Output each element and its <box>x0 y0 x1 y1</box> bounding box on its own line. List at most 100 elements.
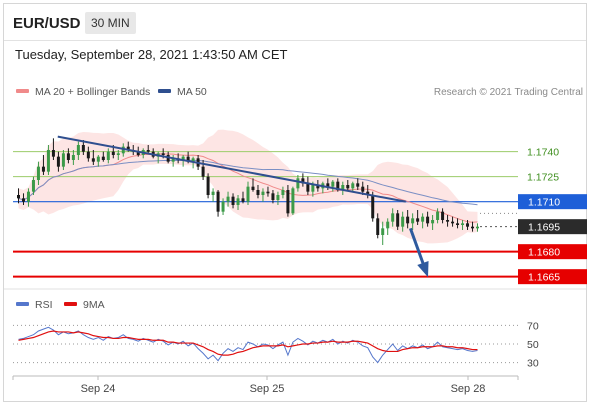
candle <box>256 185 260 199</box>
level-label: 1.1695 <box>528 222 560 234</box>
candle <box>296 175 300 192</box>
candle-body <box>456 223 460 225</box>
candle-body <box>446 220 450 222</box>
candle <box>121 143 125 157</box>
candle-body <box>76 145 80 155</box>
candle-body <box>436 211 440 220</box>
candle-body <box>26 191 30 202</box>
candle <box>241 191 245 204</box>
candle-body <box>246 186 250 202</box>
legend-swatch-9ma <box>64 302 77 306</box>
candle-body <box>401 216 405 227</box>
candle-body <box>336 181 340 190</box>
forecast-arrow-head <box>417 260 429 278</box>
candle-body <box>376 218 380 235</box>
candle <box>96 155 100 167</box>
candle-body <box>266 191 270 194</box>
candle-body <box>116 153 120 155</box>
candle-body <box>126 146 130 150</box>
candle-body <box>471 226 475 229</box>
candle-body <box>331 181 335 187</box>
candle-body <box>111 151 115 155</box>
candle-body <box>341 185 345 190</box>
candle-body <box>476 226 480 229</box>
level-label: 1.1680 <box>528 247 560 259</box>
legend-label-ma20: MA 20 + Bollinger Bands <box>35 86 150 98</box>
candle-body <box>276 195 280 200</box>
candle <box>401 211 405 232</box>
candle-body <box>81 145 85 152</box>
candle-body <box>171 158 175 162</box>
candle <box>206 173 210 199</box>
candle-body <box>406 216 410 224</box>
candle <box>76 141 80 160</box>
timestamp: Tuesday, September 28, 2021 1:43:50 AM C… <box>15 47 288 62</box>
x-axis: Sep 24 Sep 25 Sep 28 <box>12 376 519 395</box>
candle-body <box>61 153 65 167</box>
candle-body <box>391 213 395 222</box>
x-tick-label: Sep 28 <box>451 383 486 395</box>
candle-body <box>416 218 420 222</box>
x-tick-label: Sep 24 <box>81 383 116 395</box>
candle-body <box>121 146 125 154</box>
candle <box>81 140 85 155</box>
level-label: 1.1725 <box>527 172 559 184</box>
support-price-tag <box>518 269 587 285</box>
candle <box>271 190 275 204</box>
interval-badge[interactable]: 30 MIN <box>85 12 136 34</box>
candle-body <box>161 153 165 155</box>
candle <box>346 180 350 190</box>
candle <box>411 213 415 230</box>
candle-body <box>386 221 390 229</box>
candle <box>116 150 120 160</box>
candle-body <box>301 178 305 184</box>
candle-body <box>256 190 260 195</box>
candle <box>446 215 450 227</box>
candle-body <box>101 156 105 160</box>
candle <box>471 221 475 232</box>
level-label: 1.1665 <box>528 272 560 284</box>
candle-body <box>46 150 50 172</box>
candle-body <box>236 198 240 205</box>
legend-swatch-ma20 <box>16 89 29 93</box>
candle-body <box>191 158 195 162</box>
candle <box>341 181 345 195</box>
candle-body <box>66 153 70 160</box>
candle-body <box>56 156 60 167</box>
candle <box>266 186 270 197</box>
candle <box>51 138 55 160</box>
candle <box>231 193 235 209</box>
candle <box>106 148 110 164</box>
candle <box>466 220 470 230</box>
candle <box>236 195 240 210</box>
candle <box>21 193 25 205</box>
candle <box>381 221 385 245</box>
candle-body <box>286 190 290 214</box>
candle <box>211 188 215 202</box>
candle-body <box>351 183 355 189</box>
candle <box>301 173 305 187</box>
candle-body <box>271 193 275 200</box>
legend-label-9ma: 9MA <box>83 299 105 311</box>
candle <box>16 188 20 204</box>
candle-body <box>166 155 170 162</box>
candle <box>426 211 430 227</box>
price-levels <box>13 151 518 278</box>
candle-body <box>431 220 435 224</box>
candle-body <box>221 201 225 212</box>
candle-body <box>201 166 205 177</box>
price-labels: 1.1740 1.1725 1.1710 1.1695 1.1680 1.1665 <box>518 147 587 285</box>
candle <box>146 145 150 154</box>
candle <box>41 155 45 175</box>
candle-body <box>51 150 55 157</box>
candle <box>286 185 290 217</box>
candle <box>216 190 220 217</box>
candle <box>306 176 310 195</box>
candle <box>86 146 90 162</box>
candle-body <box>291 188 295 214</box>
candle <box>71 150 75 165</box>
header-bar: EUR/USD 30 MIN <box>4 4 586 41</box>
candle-body <box>296 178 300 189</box>
candle <box>36 161 40 185</box>
candle <box>261 188 265 202</box>
